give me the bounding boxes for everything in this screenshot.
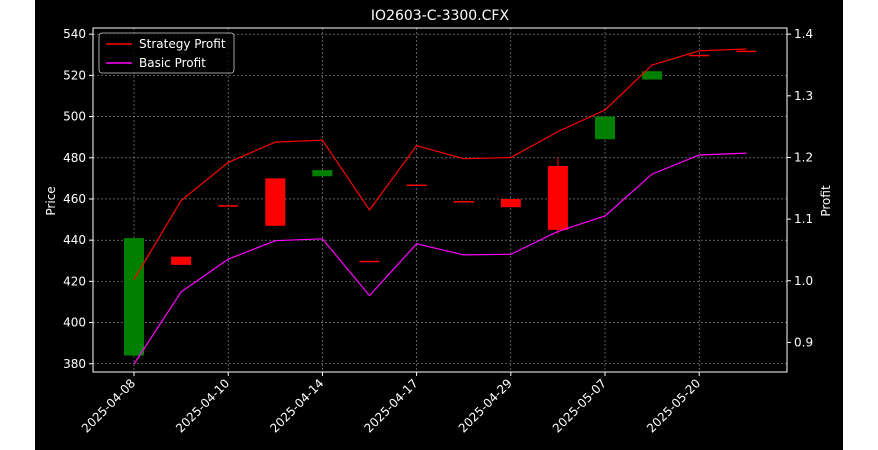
candle-body [689, 54, 710, 57]
y-left-tick-label: 480 [63, 151, 86, 165]
candle-body [359, 260, 380, 263]
y-left-tick-label: 380 [63, 357, 86, 371]
candle-body [642, 71, 663, 80]
y-right-tick-label: 0.9 [794, 335, 813, 349]
chart-title: IO2603-C-3300.CFX [371, 8, 510, 24]
y-axis-left-label: Price [44, 186, 58, 215]
axes-frame [92, 27, 788, 373]
candle-body [406, 184, 427, 187]
candle-body [595, 116, 615, 140]
candle-body [500, 198, 521, 208]
y-right-tick-label: 1.2 [794, 150, 813, 164]
y-left-tick-label: 440 [63, 233, 86, 247]
candle-body [312, 170, 333, 177]
y-right-tick-label: 1.1 [794, 212, 813, 226]
y-right-tick-label: 1.3 [794, 89, 813, 103]
y-left-tick-label: 500 [63, 110, 86, 124]
candle-body [453, 201, 474, 203]
candle-body [171, 256, 192, 265]
candle-body [124, 238, 144, 356]
candle-body [265, 178, 286, 226]
series-line [133, 48, 747, 280]
y-left-tick-label: 520 [63, 68, 86, 82]
y-right-tick-label: 1.0 [794, 274, 813, 288]
candle-body [218, 205, 239, 207]
candle-body [736, 50, 757, 53]
figure-background [35, 0, 843, 450]
legend-label: Basic Profit [139, 56, 206, 70]
legend-box [98, 32, 235, 74]
legend: Strategy Profit Basic Profit [98, 32, 235, 74]
y-left-tick-label: 420 [63, 274, 86, 288]
candle-body [547, 166, 568, 230]
y-left-tick-label: 540 [63, 27, 86, 41]
y-left-tick-label: 400 [63, 316, 86, 330]
y-axis-right-label: Profit [819, 185, 833, 217]
y-right-tick-label: 1.4 [794, 27, 813, 41]
series-line [133, 152, 747, 365]
legend-label: Strategy Profit [139, 37, 226, 51]
y-left-tick-label: 460 [63, 192, 86, 206]
